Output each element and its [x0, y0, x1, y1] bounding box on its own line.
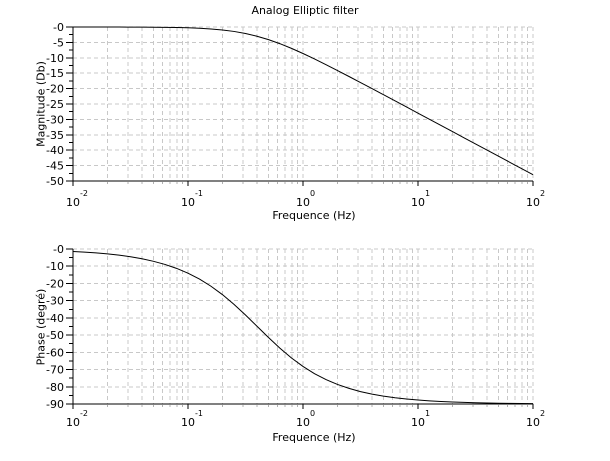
- y-tick-label: -15: [46, 67, 64, 80]
- x-tick-label: 10: [411, 416, 425, 429]
- x-tick-label: 10: [181, 196, 195, 209]
- x-tick-exponent: -2: [80, 409, 88, 418]
- x-tick-label: 10: [411, 196, 425, 209]
- y-tick-label: -70: [46, 364, 64, 377]
- phase-xaxis-label: Frequence (Hz): [272, 431, 356, 444]
- y-tick-label: -20: [46, 277, 64, 290]
- magnitude-xaxis-label: Frequence (Hz): [272, 209, 356, 222]
- y-tick-label: -30: [46, 295, 64, 308]
- x-tick-exponent: -2: [80, 189, 88, 198]
- magnitude-axis-label: Magnitude (Db): [34, 61, 48, 147]
- y-tick-label: -25: [46, 98, 64, 111]
- y-tick-label: -40: [46, 312, 64, 325]
- phase-axis-label: Phase (degré): [34, 288, 48, 366]
- y-tick-label: -30: [46, 113, 64, 126]
- y-tick-label: -45: [46, 160, 64, 173]
- y-tick-label: -60: [46, 346, 64, 359]
- x-tick-exponent: 0: [310, 189, 315, 198]
- y-tick-label: -50: [46, 329, 64, 342]
- x-tick-label: 10: [181, 416, 195, 429]
- y-tick-label: -5: [53, 36, 64, 49]
- x-tick-exponent: -1: [195, 189, 203, 198]
- y-tick-label: -0: [53, 243, 64, 256]
- x-tick-label: 10: [66, 416, 80, 429]
- x-tick-exponent: -1: [195, 409, 203, 418]
- y-tick-label: -20: [46, 83, 64, 96]
- x-tick-label: 10: [296, 416, 310, 429]
- y-tick-label: -35: [46, 129, 64, 142]
- y-tick-label: -50: [46, 175, 64, 188]
- y-tick-label: -10: [46, 52, 64, 65]
- phase-curve: [72, 250, 534, 405]
- y-tick-label: -40: [46, 144, 64, 157]
- x-tick-exponent: 2: [540, 409, 545, 418]
- y-tick-label: -90: [46, 398, 64, 411]
- x-tick-exponent: 1: [425, 409, 430, 418]
- x-tick-label: 10: [526, 416, 540, 429]
- y-tick-label: -0: [53, 21, 64, 34]
- x-tick-exponent: 2: [540, 189, 545, 198]
- x-tick-label: 10: [526, 196, 540, 209]
- y-tick-label: -80: [46, 381, 64, 394]
- x-tick-exponent: 0: [310, 409, 315, 418]
- x-tick-label: 10: [296, 196, 310, 209]
- x-tick-exponent: 1: [425, 189, 430, 198]
- magnitude-curve: [73, 26, 534, 176]
- chart-title: Analog Elliptic filter: [251, 4, 359, 17]
- x-tick-label: 10: [66, 196, 80, 209]
- y-tick-label: -10: [46, 260, 64, 273]
